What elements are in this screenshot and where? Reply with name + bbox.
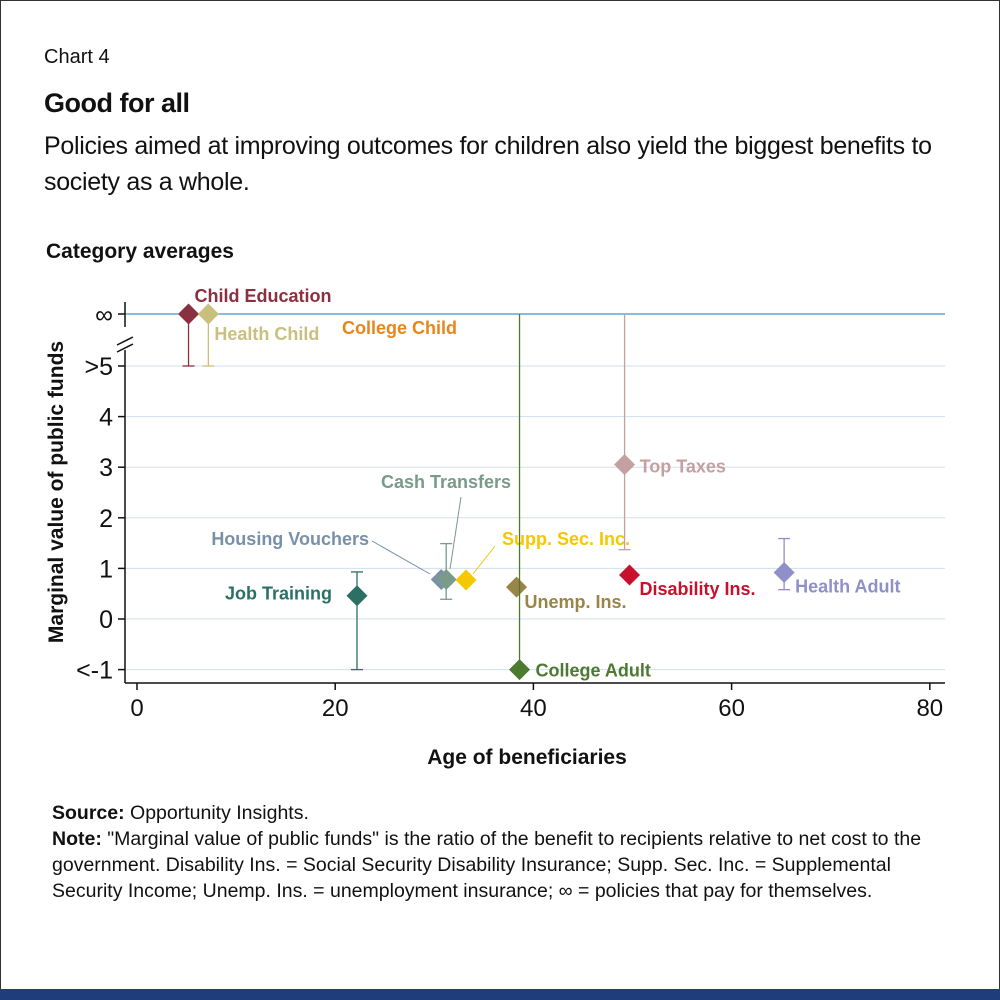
leader-line xyxy=(449,496,462,570)
data-point-label: College Adult xyxy=(536,661,651,681)
x-tick-label: 0 xyxy=(130,695,143,722)
source-label: Source: xyxy=(52,802,125,824)
chart-subtitle: Policies aimed at improving outcomes for… xyxy=(44,132,932,196)
note-line: Note: "Marginal value of public funds" i… xyxy=(52,826,952,904)
chart-notes: Source: Opportunity Insights. Note: "Mar… xyxy=(52,800,952,904)
chart-title: Good for all xyxy=(44,88,190,118)
y-tick-label: <-1 xyxy=(76,657,113,685)
y-tick-label: ∞ xyxy=(95,301,113,329)
data-point-marker xyxy=(619,564,641,586)
data-point-label: Health Child xyxy=(214,324,319,344)
y-axis-label: Marginal value of public funds xyxy=(45,341,68,643)
bottom-bar xyxy=(0,989,1000,1000)
y-tick-label: 2 xyxy=(99,505,113,533)
data-point-marker xyxy=(509,659,531,681)
data-point-marker xyxy=(435,569,457,591)
data-point-marker xyxy=(346,585,368,607)
data-point-marker xyxy=(178,303,200,325)
data-point-label: Child Education xyxy=(195,286,332,306)
data-point-label: Health Adult xyxy=(795,576,900,596)
data-point-label: College Child xyxy=(342,318,457,338)
data-point-marker xyxy=(455,569,477,591)
x-tick-label: 80 xyxy=(916,695,943,722)
data-point-label: Unemp. Ins. xyxy=(525,592,627,612)
chart-number: Chart 4 xyxy=(44,46,110,68)
data-point-label: Supp. Sec. Inc. xyxy=(502,529,630,549)
note-text: "Marginal value of public funds" is the … xyxy=(52,828,922,902)
axis-break-mark xyxy=(116,343,134,353)
y-tick-label: 1 xyxy=(99,555,113,583)
y-tick-label: 3 xyxy=(99,454,113,482)
data-point-label: Housing Vouchers xyxy=(211,529,369,549)
data-point-marker xyxy=(506,576,528,598)
data-point-label: Cash Transfers xyxy=(381,472,511,492)
data-point-label: Top Taxes xyxy=(640,457,726,477)
note-label: Note: xyxy=(52,828,102,850)
x-tick-label: 60 xyxy=(718,695,745,722)
y-tick-label: 4 xyxy=(99,404,113,432)
data-point-marker xyxy=(773,561,795,583)
y-tick-label: >5 xyxy=(84,353,113,381)
data-point-label: Disability Ins. xyxy=(640,579,756,599)
data-point-label: Job Training xyxy=(225,584,332,604)
source-text: Opportunity Insights. xyxy=(124,802,309,824)
section-heading: Category averages xyxy=(46,240,234,263)
axis-break-mark xyxy=(116,336,134,346)
y-tick-label: 0 xyxy=(99,606,113,634)
x-axis-label: Age of beneficiaries xyxy=(427,746,627,769)
x-tick-label: 40 xyxy=(520,695,547,722)
leader-line xyxy=(472,545,496,575)
data-point-marker xyxy=(197,303,219,325)
x-tick-label: 20 xyxy=(322,695,349,722)
data-point-marker xyxy=(614,454,636,476)
source-line: Source: Opportunity Insights. xyxy=(52,800,952,826)
leader-line xyxy=(371,540,431,575)
